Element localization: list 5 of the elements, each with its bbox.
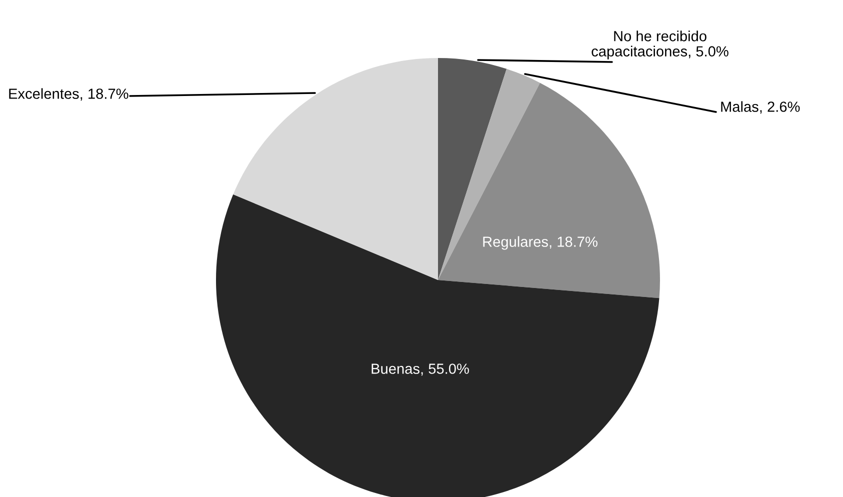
slice-label: Buenas, 55.0% <box>372 364 469 376</box>
slice-label: Regulares, 18.7% <box>483 236 598 250</box>
slice-label: Excelentes, 18.7% <box>9 88 128 101</box>
slice-label: No he recibido capacitaciones, 5.0% <box>592 30 728 60</box>
slice-label: Malas, 2.6% <box>721 101 800 114</box>
